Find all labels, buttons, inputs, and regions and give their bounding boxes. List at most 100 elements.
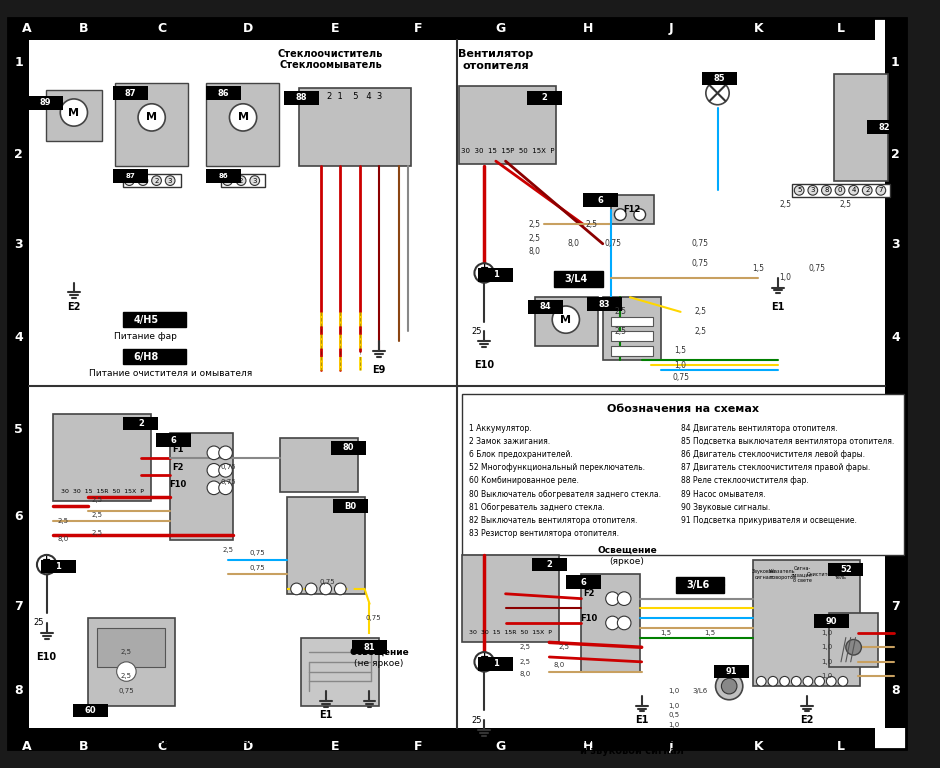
- Text: 2,5: 2,5: [223, 547, 234, 553]
- Text: 6: 6: [170, 435, 176, 445]
- Text: 91: 91: [726, 667, 737, 676]
- Text: Обогреватель заднего стекла: Обогреватель заднего стекла: [118, 734, 310, 745]
- Text: 2,5: 2,5: [92, 530, 102, 535]
- Circle shape: [138, 176, 148, 185]
- Text: 7: 7: [891, 600, 900, 613]
- Bar: [713, 665, 748, 678]
- Text: M: M: [69, 108, 79, 118]
- Bar: [333, 499, 368, 513]
- Text: +: +: [479, 652, 489, 662]
- Bar: [807, 728, 875, 750]
- Text: 1,0: 1,0: [668, 703, 680, 709]
- Text: Питание очистителя и омывателя: Питание очистителя и омывателя: [88, 369, 252, 378]
- Text: E2: E2: [800, 715, 814, 725]
- Text: 2: 2: [541, 94, 547, 102]
- Bar: [535, 297, 598, 346]
- Text: Вентилятор: Вентилятор: [458, 49, 534, 59]
- Text: 1,5: 1,5: [661, 630, 671, 636]
- Text: Сигна-
лизация
о свете: Сигна- лизация о свете: [791, 566, 813, 583]
- Text: 1,5: 1,5: [675, 346, 686, 356]
- Text: отопителя: отопителя: [462, 61, 529, 71]
- Circle shape: [618, 616, 631, 630]
- Bar: [532, 558, 567, 571]
- Circle shape: [846, 640, 861, 655]
- Text: 5: 5: [14, 423, 23, 436]
- Text: B: B: [79, 22, 88, 35]
- Bar: [121, 18, 204, 40]
- Circle shape: [320, 583, 332, 594]
- Circle shape: [768, 677, 777, 686]
- Text: 1,0: 1,0: [779, 273, 791, 283]
- Circle shape: [219, 464, 232, 477]
- Text: 0,75: 0,75: [250, 550, 265, 556]
- Text: (яркое): (яркое): [610, 558, 645, 566]
- Text: 3: 3: [810, 187, 815, 194]
- Text: 2: 2: [239, 177, 243, 184]
- Text: 4/H5: 4/H5: [133, 315, 159, 325]
- Text: 0,75: 0,75: [221, 465, 236, 471]
- Text: 90: 90: [825, 617, 837, 625]
- Text: E10: E10: [474, 360, 494, 370]
- Text: 8,0: 8,0: [568, 240, 580, 248]
- Bar: [300, 88, 412, 166]
- Circle shape: [229, 104, 257, 131]
- Bar: [54, 414, 150, 502]
- Bar: [462, 395, 904, 555]
- Text: E: E: [331, 22, 339, 35]
- Bar: [885, 652, 906, 728]
- Bar: [113, 169, 148, 183]
- Text: 52: 52: [840, 565, 852, 574]
- Text: 7: 7: [879, 187, 883, 194]
- Bar: [582, 574, 640, 671]
- Text: 2: 2: [138, 419, 144, 428]
- Bar: [544, 728, 632, 750]
- Text: A: A: [22, 22, 31, 35]
- Bar: [8, 201, 29, 289]
- Text: F: F: [414, 740, 422, 753]
- Text: 2,5: 2,5: [520, 644, 530, 650]
- Circle shape: [721, 678, 737, 694]
- Text: 2,5: 2,5: [694, 307, 706, 316]
- Text: 2,5: 2,5: [528, 220, 540, 229]
- Circle shape: [822, 185, 831, 195]
- Text: 2,5: 2,5: [585, 220, 597, 229]
- Circle shape: [780, 677, 790, 686]
- Circle shape: [849, 185, 858, 195]
- Text: 8,0: 8,0: [528, 247, 540, 256]
- Bar: [710, 728, 807, 750]
- Text: (не яркое): (не яркое): [354, 659, 404, 668]
- Text: -: -: [482, 664, 487, 674]
- Bar: [122, 349, 186, 364]
- Text: 0,75: 0,75: [250, 564, 265, 571]
- Bar: [113, 86, 148, 100]
- Bar: [611, 331, 653, 341]
- Circle shape: [290, 583, 303, 594]
- Text: 2,5: 2,5: [558, 644, 570, 650]
- Text: 84: 84: [540, 303, 551, 312]
- Text: 3: 3: [168, 177, 172, 184]
- Text: F10: F10: [581, 614, 598, 623]
- Text: 1,0: 1,0: [821, 644, 832, 650]
- Text: 2,5: 2,5: [614, 307, 626, 316]
- Text: 5: 5: [891, 423, 900, 436]
- Circle shape: [791, 677, 801, 686]
- Text: 2: 2: [154, 177, 159, 184]
- Bar: [478, 657, 513, 670]
- Circle shape: [715, 673, 743, 700]
- Text: 8: 8: [14, 684, 23, 697]
- Bar: [632, 728, 710, 750]
- Text: +: +: [42, 554, 52, 564]
- Text: 2  1    5   4  3: 2 1 5 4 3: [327, 91, 383, 101]
- Bar: [478, 268, 513, 282]
- Text: -: -: [44, 568, 49, 578]
- Text: 3/L4: 3/L4: [564, 273, 588, 284]
- Text: 8: 8: [824, 187, 829, 194]
- Bar: [40, 560, 76, 574]
- Circle shape: [605, 592, 619, 605]
- Text: 0,75: 0,75: [221, 479, 236, 485]
- Text: 1: 1: [14, 57, 23, 69]
- Bar: [73, 703, 108, 717]
- Text: K: K: [754, 22, 763, 35]
- Circle shape: [306, 583, 317, 594]
- Text: 1: 1: [891, 57, 900, 69]
